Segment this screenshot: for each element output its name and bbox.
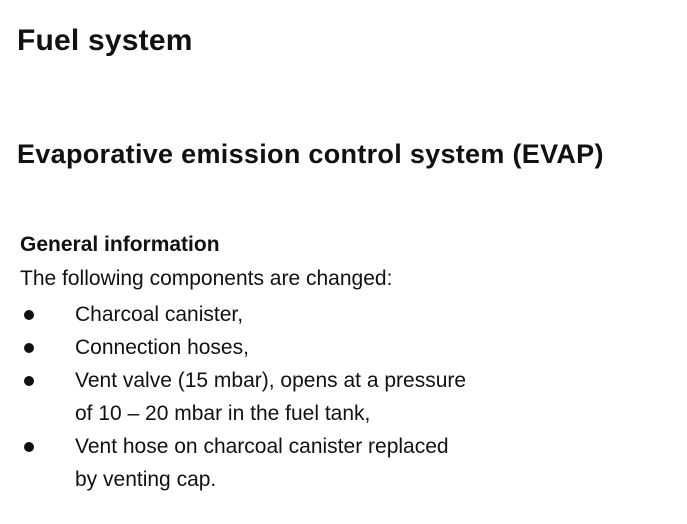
section-title: Fuel system (17, 24, 193, 57)
list-item: Vent valve (15 mbar), opens at a pressur… (20, 364, 545, 430)
list-item-text: Connection hoses, (75, 336, 249, 359)
components-list: Charcoal canister, Connection hoses, Ven… (20, 298, 545, 496)
list-item-text: Charcoal canister, (75, 303, 244, 326)
list-item-text: Vent hose on charcoal canister replaced … (75, 435, 449, 491)
general-information-heading: General information (20, 233, 220, 256)
bullet-icon (24, 343, 34, 353)
list-item-text: Vent valve (15 mbar), opens at a pressur… (75, 369, 467, 425)
bullet-icon (24, 310, 34, 320)
bullet-icon (24, 376, 34, 386)
list-item: Connection hoses, (20, 331, 545, 364)
list-item: Vent hose on charcoal canister replaced … (20, 430, 545, 496)
list-item: Charcoal canister, (20, 298, 545, 331)
intro-text: The following components are changed: (20, 267, 393, 290)
subsection-title: Evaporative emission control system (EVA… (17, 139, 604, 169)
bullet-icon (24, 442, 34, 452)
